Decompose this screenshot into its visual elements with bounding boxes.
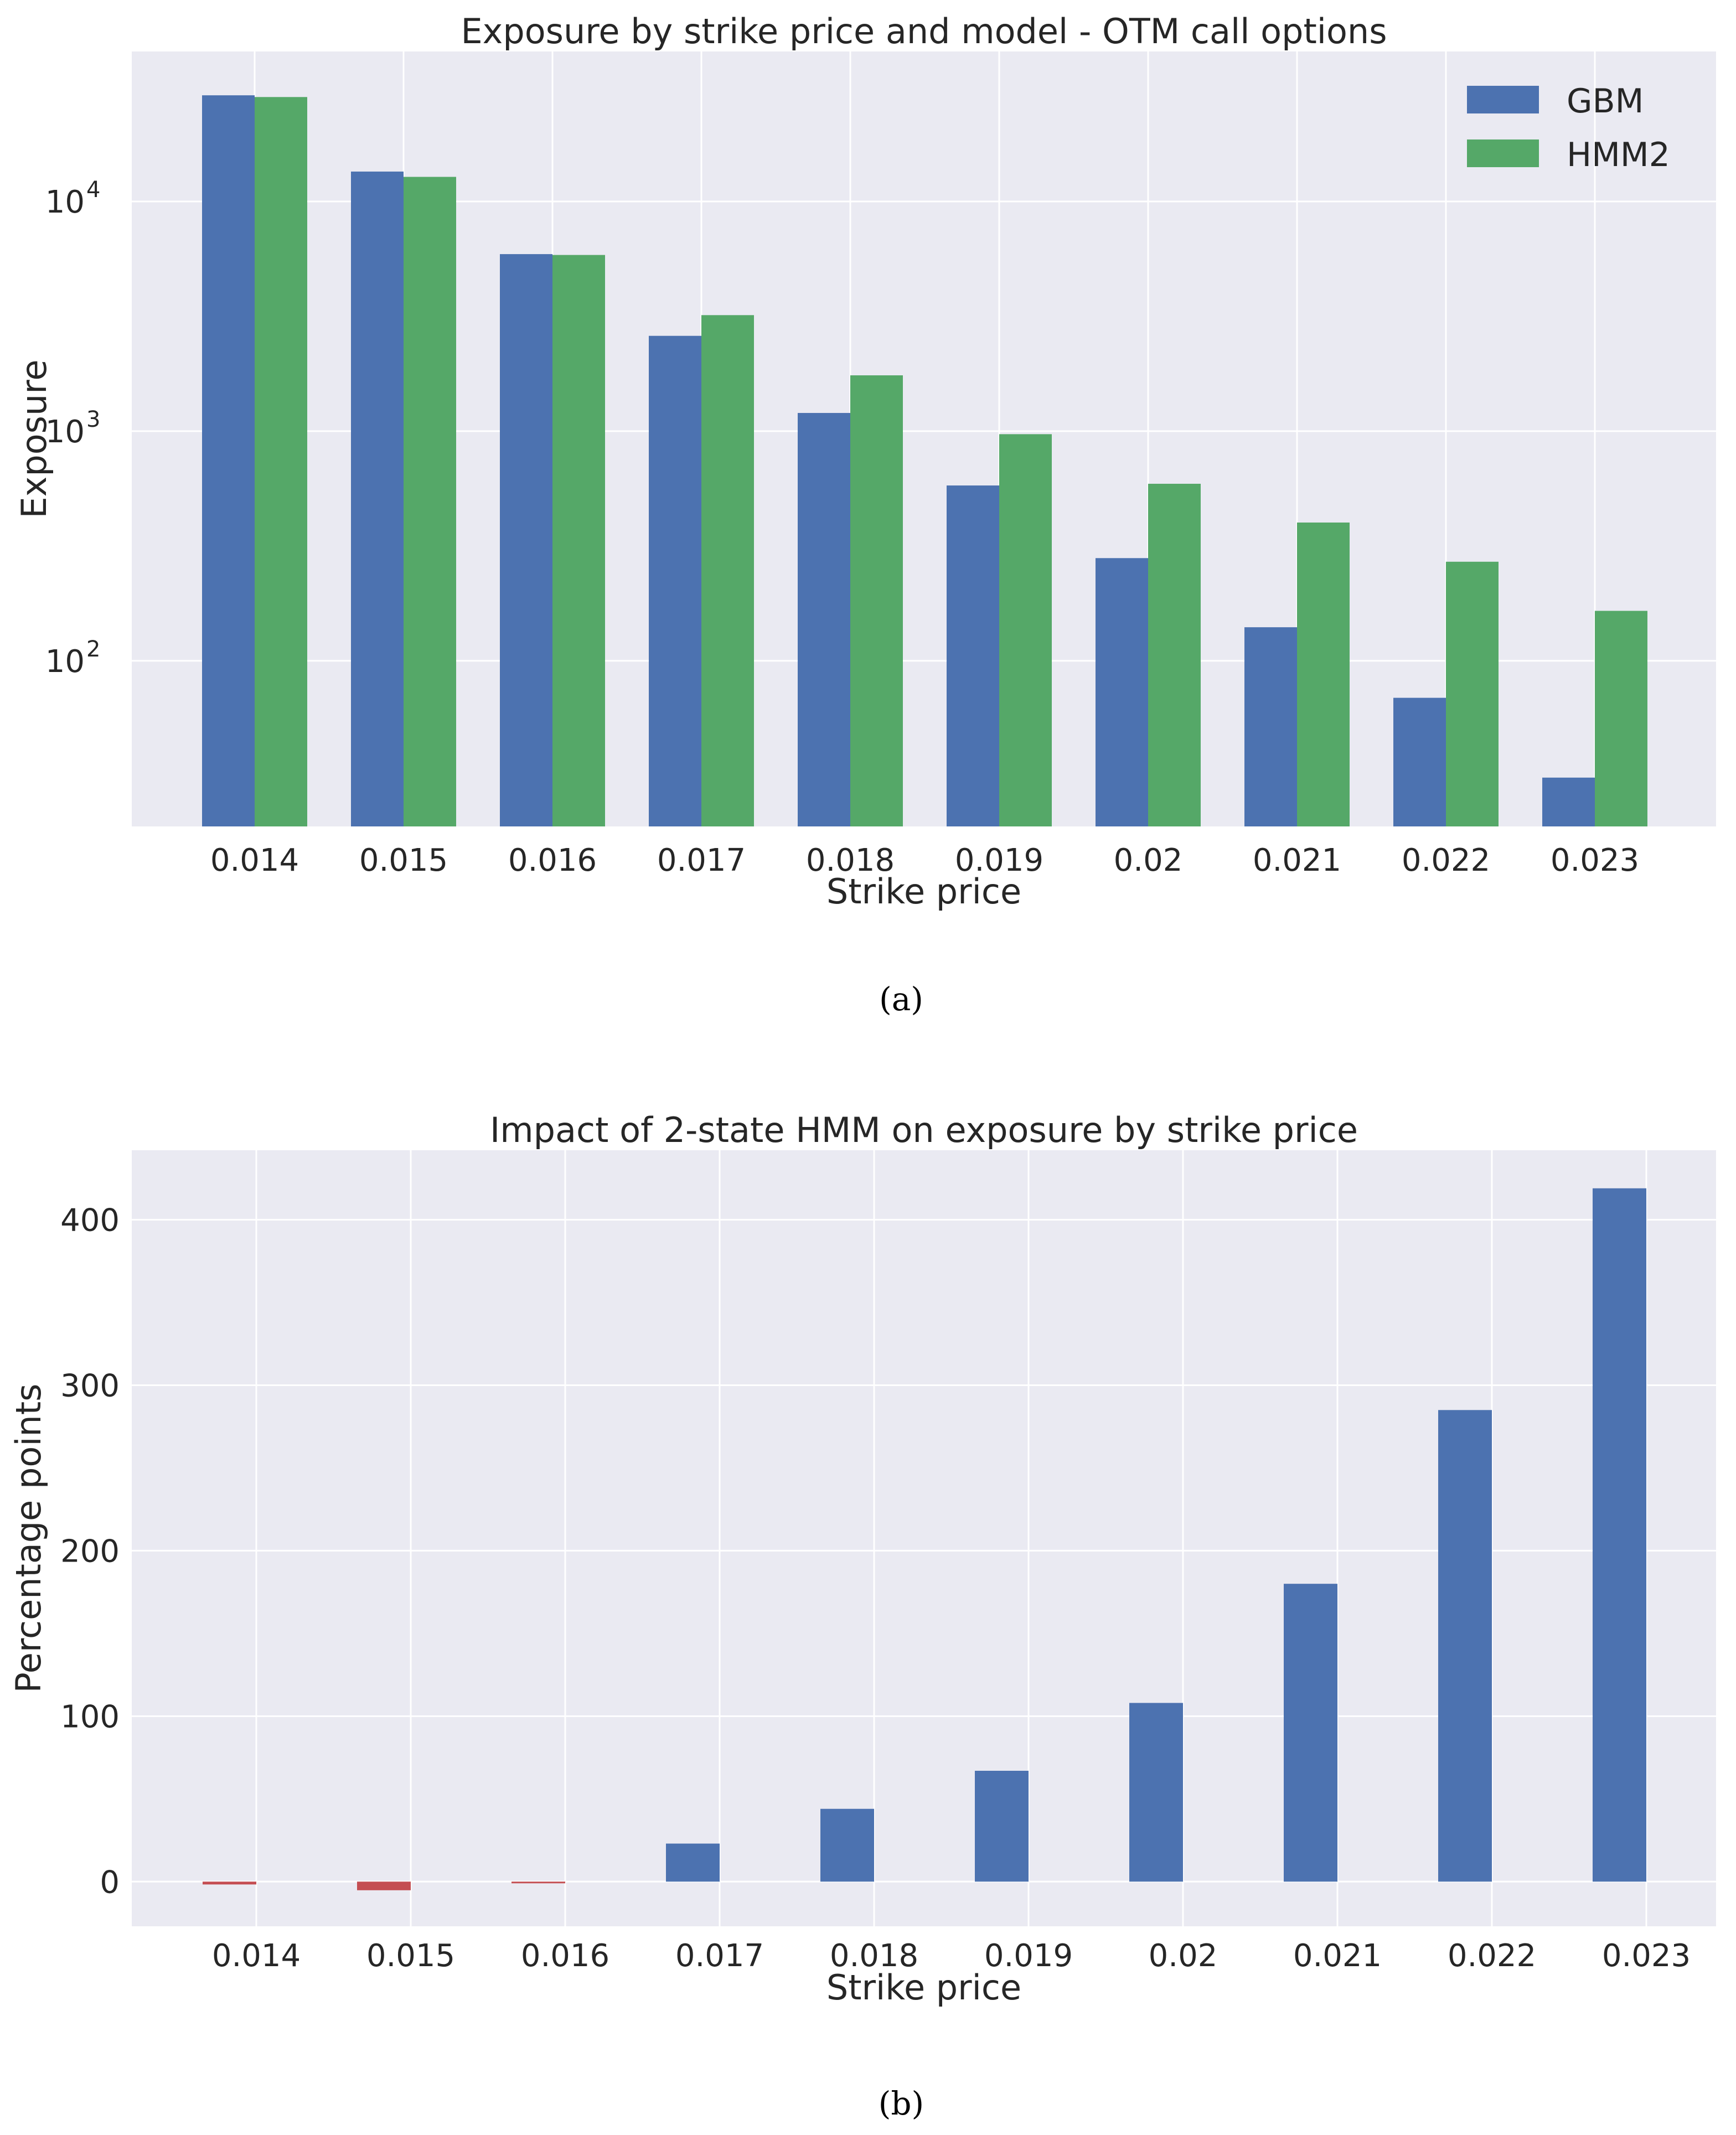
x-tick-label: 0.016	[508, 842, 597, 878]
chart-b-bars	[203, 1188, 1646, 1890]
bar-hmm2-0.016	[552, 255, 605, 826]
bar-gbm-0.016	[500, 254, 552, 826]
legend-label-hmm2: HMM2	[1567, 136, 1670, 174]
bar-gbm-0.019	[947, 485, 999, 826]
bar-hmm2-0.023	[1595, 611, 1647, 826]
x-tick-label: 0.018	[830, 1938, 918, 1974]
chart-b-y-axis-label: Percentage points	[8, 1384, 49, 1693]
x-tick-label: 0.019	[984, 1938, 1073, 1974]
bar-impact-0.017	[666, 1843, 720, 1882]
chart-b-y-tick-labels: 0 100 200 300 400	[60, 1203, 120, 1901]
x-tick-label: 0.022	[1448, 1938, 1536, 1974]
y-tick-exponent: 3	[86, 407, 100, 432]
legend-swatch-hmm2	[1467, 139, 1539, 167]
x-tick-label: 0.02	[1149, 1938, 1218, 1974]
panel-a-caption: (a)	[879, 980, 923, 1018]
bar-gbm-0.014	[202, 95, 255, 826]
x-tick-label: 0.016	[521, 1938, 609, 1974]
bar-impact-0.016	[512, 1881, 565, 1884]
y-tick-label: 10	[45, 644, 85, 680]
bar-gbm-0.022	[1393, 697, 1446, 826]
legend-swatch-gbm	[1467, 86, 1539, 113]
x-tick-label: 0.023	[1551, 842, 1639, 878]
bar-impact-0.02	[1129, 1703, 1183, 1882]
bar-impact-0.015	[357, 1881, 411, 1890]
bar-hmm2-0.014	[255, 97, 307, 826]
x-tick-label: 0.017	[657, 842, 746, 878]
chart-a-legend: GBM HMM2	[1467, 82, 1670, 174]
x-tick-label: 0.014	[212, 1938, 301, 1974]
y-tick-exponent: 2	[86, 637, 100, 662]
y-tick-label: 300	[60, 1368, 120, 1404]
legend-label-gbm: GBM	[1567, 82, 1644, 121]
x-tick-label: 0.019	[955, 842, 1043, 878]
bar-impact-0.022	[1438, 1410, 1492, 1882]
x-tick-label: 0.018	[806, 842, 895, 878]
x-tick-label: 0.014	[210, 842, 299, 878]
bar-hmm2-0.02	[1148, 483, 1201, 826]
y-tick-label: 10	[45, 184, 85, 220]
y-tick-label: 200	[60, 1533, 120, 1569]
bar-hmm2-0.015	[404, 177, 456, 827]
bar-gbm-0.018	[798, 413, 850, 826]
bar-gbm-0.02	[1096, 558, 1148, 826]
x-tick-label: 0.015	[366, 1938, 455, 1974]
y-tick-label: 0	[100, 1864, 120, 1900]
bar-impact-0.014	[203, 1881, 256, 1885]
y-tick-label: 100	[60, 1699, 120, 1735]
x-tick-label: 0.017	[675, 1938, 764, 1974]
bar-gbm-0.017	[649, 335, 701, 826]
x-tick-label: 0.02	[1114, 842, 1183, 878]
chart-a-bars	[202, 95, 1647, 827]
x-tick-label: 0.023	[1602, 1938, 1691, 1974]
chart-a-x-tick-labels: 0.014 0.015 0.016 0.017 0.018 0.019 0.02 0.021 0…	[210, 842, 1639, 878]
bar-gbm-0.023	[1542, 777, 1595, 826]
y-tick-label: 10	[45, 414, 85, 450]
bar-hmm2-0.022	[1446, 561, 1499, 826]
bar-hmm2-0.021	[1297, 522, 1350, 826]
bar-gbm-0.021	[1244, 627, 1297, 826]
bar-impact-0.021	[1284, 1584, 1337, 1882]
bar-impact-0.019	[975, 1771, 1029, 1882]
bar-hmm2-0.019	[999, 434, 1052, 826]
chart-a-title: Exposure by strike price and model - OTM…	[461, 11, 1387, 51]
bar-gbm-0.015	[351, 171, 404, 826]
bar-impact-0.023	[1593, 1188, 1646, 1882]
chart-b-x-tick-labels: 0.014 0.015 0.016 0.017 0.018 0.019 0.02 0.021 0…	[212, 1938, 1691, 1974]
bar-hmm2-0.017	[701, 315, 754, 826]
chart-b-x-axis-label: Strike price	[826, 1967, 1021, 2008]
chart-a-y-axis-label: Exposure	[14, 359, 54, 518]
y-tick-exponent: 4	[86, 177, 100, 203]
bar-hmm2-0.018	[850, 375, 903, 826]
y-tick-label: 400	[60, 1203, 120, 1239]
x-tick-label: 0.021	[1293, 1938, 1382, 1974]
exposure-chart: Exposure by strike price and model - OTM…	[14, 11, 1716, 912]
x-tick-label: 0.021	[1253, 842, 1341, 878]
x-tick-label: 0.015	[359, 842, 448, 878]
bar-impact-0.018	[820, 1808, 874, 1882]
x-tick-label: 0.022	[1402, 842, 1490, 878]
impact-chart: Impact of 2-state HMM on exposure by str…	[8, 1110, 1716, 2008]
chart-b-title: Impact of 2-state HMM on exposure by str…	[490, 1110, 1358, 1150]
panel-b-caption: (b)	[879, 2085, 924, 2122]
chart-a-x-axis-label: Strike price	[826, 871, 1021, 912]
